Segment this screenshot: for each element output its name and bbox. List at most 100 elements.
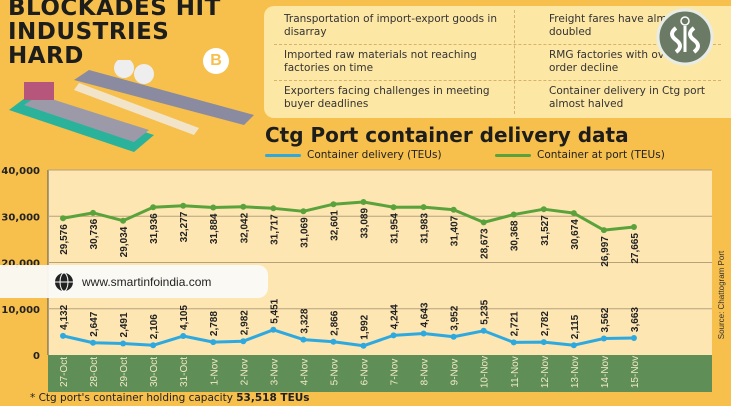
- data-point: [510, 211, 517, 218]
- data-point: [480, 219, 487, 226]
- data-label: 33,089: [360, 208, 371, 239]
- data-point: [120, 217, 127, 224]
- data-label: 26,997: [600, 236, 611, 267]
- source-note: Source: Chattogram Port: [717, 250, 726, 339]
- data-point: [420, 330, 427, 337]
- x-tick-label: 14-Nov: [600, 356, 611, 388]
- data-point: [150, 204, 157, 211]
- x-tick-label: 12-Nov: [540, 356, 551, 388]
- data-label: 31,407: [450, 215, 461, 246]
- data-point: [240, 203, 247, 210]
- impact-item: Imported raw materials not reaching fact…: [284, 49, 477, 74]
- data-label: 5,235: [480, 299, 491, 324]
- legend-delivery: Container delivery (TEUs): [265, 149, 442, 161]
- x-tick-label: 27-Oct: [59, 357, 70, 387]
- data-label: 31,717: [269, 214, 280, 245]
- data-point: [240, 338, 247, 345]
- y-tick-label: 0: [33, 351, 40, 362]
- data-point: [300, 208, 307, 215]
- headline-line: BLOCKADES HIT: [8, 0, 221, 21]
- data-label: 3,328: [299, 308, 310, 333]
- data-point: [390, 204, 397, 211]
- www-globe-icon: [55, 272, 73, 292]
- brand-badge-icon: B: [203, 48, 229, 74]
- data-point: [600, 335, 607, 342]
- line-chart: 0 10,000 20,000 30,000 40,000 27-Oct 28-Oct 29-…: [1, 166, 726, 392]
- x-tick-label: 3-Nov: [269, 359, 280, 386]
- data-label: 28,673: [480, 228, 491, 259]
- data-label: 32,601: [329, 210, 340, 241]
- y-tick-label: 20,000: [1, 259, 40, 270]
- data-point: [570, 342, 577, 349]
- data-label: 4,105: [179, 305, 190, 330]
- data-point: [330, 201, 337, 208]
- data-point: [180, 333, 187, 340]
- data-label: 32,042: [239, 212, 250, 243]
- data-label: 2,782: [540, 311, 551, 336]
- data-label: 30,674: [570, 219, 581, 250]
- impact-item: Freight fares have almost doubled: [549, 13, 683, 38]
- data-point: [450, 333, 457, 340]
- watermark-url[interactable]: www.smartinfoindia.com: [82, 274, 212, 289]
- data-label: 2,982: [239, 310, 250, 335]
- legend-label: Container delivery (TEUs): [307, 149, 442, 161]
- x-tick-label: 1-Nov: [209, 359, 220, 386]
- x-tick-label: 6-Nov: [360, 359, 371, 386]
- data-point: [360, 198, 367, 205]
- data-point: [390, 332, 397, 339]
- data-point: [360, 342, 367, 349]
- legend-at-port: Container at port (TEUs): [495, 149, 665, 161]
- data-point: [60, 332, 66, 339]
- data-point: [480, 327, 487, 334]
- data-point: [90, 209, 97, 216]
- watermark-banner[interactable]: www.smartinfoindia.com: [0, 265, 268, 298]
- data-point: [300, 336, 307, 343]
- data-label: 4,132: [59, 304, 70, 329]
- x-tick-label: 10-Nov: [480, 356, 491, 388]
- data-label: 3,663: [630, 307, 641, 332]
- data-label: 27,665: [630, 233, 641, 264]
- x-tick-label: 15-Nov: [630, 356, 641, 388]
- headline-line: INDUSTRIES: [8, 19, 170, 45]
- headline: BLOCKADES HIT INDUSTRIES HARD: [8, 0, 221, 68]
- data-label: 31,983: [420, 213, 431, 244]
- y-tick-label: 40,000: [1, 166, 40, 177]
- data-point: [210, 339, 217, 346]
- data-point: [600, 227, 607, 234]
- x-axis-band: [48, 355, 712, 392]
- data-label: 3,562: [600, 307, 611, 332]
- data-point: [570, 210, 577, 217]
- impact-item: Container delivery in Ctg port almost ha…: [549, 85, 706, 110]
- impact-item: Exporters facing challenges in meeting b…: [284, 85, 490, 110]
- legend-swatch: [265, 153, 301, 157]
- data-label: 2,866: [329, 310, 340, 335]
- data-label: 31,527: [540, 215, 551, 246]
- x-tick-label: 28-Oct: [89, 357, 100, 387]
- y-tick-label: 30,000: [1, 212, 40, 223]
- y-tick-label: 10,000: [1, 305, 40, 316]
- sis-logo: [656, 8, 714, 66]
- impact-panel: Transportation of import-export goods in…: [264, 6, 731, 118]
- x-tick-label: 11-Nov: [510, 356, 521, 388]
- chart-title: Ctg Port container delivery data: [265, 123, 629, 147]
- data-point: [90, 339, 97, 346]
- headline-line: HARD: [8, 43, 84, 69]
- data-label: 29,034: [119, 226, 130, 257]
- series-line-at-port: [62, 200, 635, 232]
- data-label: 2,721: [510, 311, 521, 336]
- data-label: 31,936: [149, 213, 160, 244]
- data-point: [330, 338, 337, 345]
- port-illustration: [9, 60, 254, 152]
- data-label: 29,576: [59, 224, 70, 255]
- data-point: [420, 204, 427, 211]
- data-point: [120, 340, 127, 347]
- data-label: 32,277: [179, 211, 190, 242]
- data-label: 1,992: [360, 314, 371, 339]
- data-point: [270, 205, 277, 212]
- data-label: 2,647: [89, 311, 100, 336]
- data-point: [270, 326, 277, 333]
- x-tick-label: 13-Nov: [570, 356, 581, 388]
- data-point: [150, 342, 157, 349]
- data-label: 31,884: [209, 213, 220, 244]
- capacity-note: * Ctg port's container holding capacity …: [30, 392, 310, 405]
